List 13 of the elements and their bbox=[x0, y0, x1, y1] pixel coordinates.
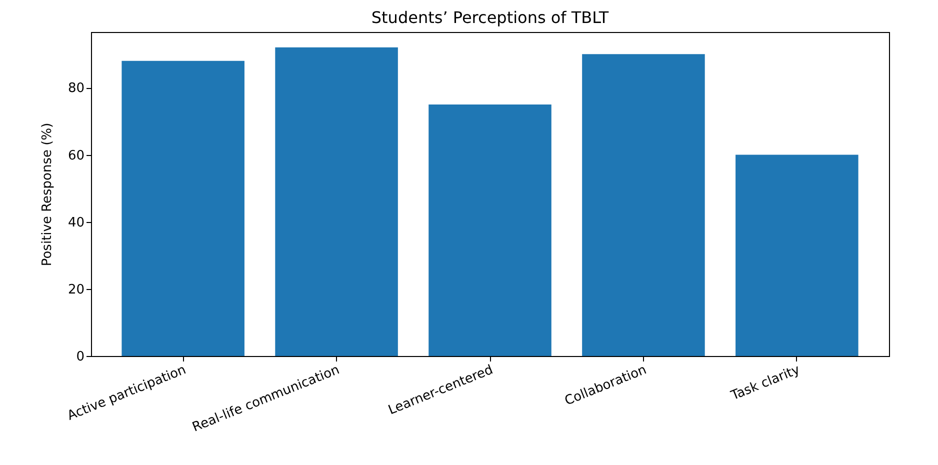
bar bbox=[428, 104, 552, 356]
bar bbox=[122, 60, 244, 356]
y-tick-label: 0 bbox=[76, 350, 84, 364]
x-tick-label: Task clarity bbox=[728, 362, 802, 404]
bar bbox=[275, 47, 398, 356]
bar bbox=[736, 154, 858, 356]
y-tick-label: 80 bbox=[68, 81, 84, 96]
y-tick-label: 60 bbox=[68, 148, 84, 164]
y-tick-label: 20 bbox=[68, 282, 84, 298]
y-axis-title: Positive Response (%) bbox=[40, 122, 55, 266]
y-tick-label: 40 bbox=[68, 215, 84, 230]
chart-title: Students’ Perceptions of TBLT bbox=[371, 8, 609, 27]
bar bbox=[582, 54, 705, 356]
